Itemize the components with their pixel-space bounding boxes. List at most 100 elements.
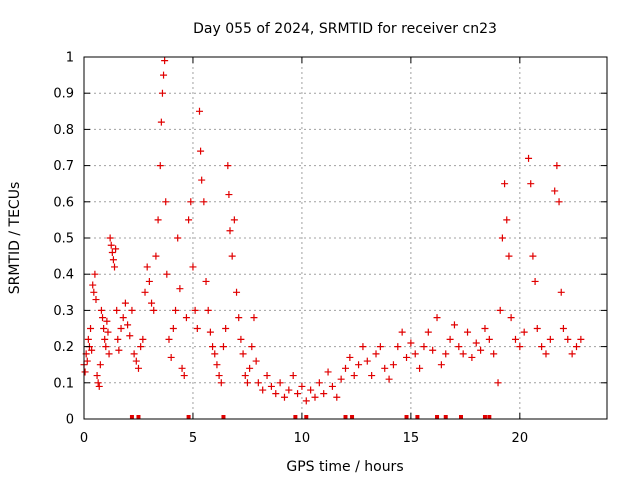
- data-point: [496, 306, 504, 314]
- data-point: [259, 386, 267, 394]
- data-point: [464, 328, 472, 336]
- data-point: [198, 176, 206, 184]
- baseline-marker: [482, 415, 487, 419]
- data-point: [468, 353, 476, 361]
- data-point: [152, 252, 160, 260]
- data-point: [161, 57, 169, 65]
- data-point: [213, 361, 221, 369]
- data-point: [553, 162, 561, 170]
- data-point: [289, 372, 297, 380]
- data-point: [225, 191, 233, 199]
- data-point: [222, 325, 230, 332]
- data-point: [507, 314, 515, 322]
- data-point: [99, 314, 107, 322]
- data-point: [355, 361, 363, 369]
- data-point: [246, 364, 254, 372]
- baseline-marker: [221, 415, 226, 419]
- data-point: [178, 364, 186, 372]
- y-tick-label: 0.7: [53, 159, 74, 174]
- data-point: [176, 285, 184, 293]
- data-point: [94, 379, 102, 387]
- data-point: [346, 353, 354, 361]
- data-point: [233, 288, 241, 296]
- data-point: [411, 350, 419, 358]
- data-point: [394, 343, 402, 351]
- data-point: [134, 364, 142, 372]
- data-point: [148, 299, 156, 307]
- y-axis-label: SRMTID / TECUs: [7, 182, 23, 295]
- data-point: [250, 314, 258, 322]
- y-tick-label: 0.3: [53, 304, 74, 319]
- data-point: [162, 198, 170, 206]
- data-point: [109, 256, 117, 264]
- data-point: [381, 364, 389, 372]
- data-point: [294, 390, 302, 398]
- data-point: [92, 296, 100, 304]
- data-point: [235, 314, 243, 322]
- data-point: [139, 335, 147, 343]
- data-point: [189, 263, 197, 271]
- data-point: [280, 393, 288, 401]
- data-point: [511, 335, 519, 343]
- data-point: [490, 350, 498, 358]
- grid-lines: [84, 57, 607, 419]
- data-point: [359, 343, 367, 351]
- data-point: [107, 241, 115, 249]
- baseline-marker: [458, 415, 463, 419]
- y-tick-label: 0.2: [53, 340, 74, 355]
- data-point: [525, 154, 533, 162]
- y-tick-label: 0.9: [53, 87, 74, 102]
- data-point: [217, 379, 225, 387]
- data-point: [241, 372, 249, 380]
- data-point: [459, 350, 467, 358]
- data-point: [307, 386, 315, 394]
- baseline-marker: [443, 415, 448, 419]
- data-point: [101, 335, 109, 343]
- data-point: [501, 180, 509, 188]
- data-point: [102, 343, 110, 351]
- data-point: [328, 382, 336, 390]
- data-point: [559, 325, 567, 332]
- data-point: [498, 234, 506, 242]
- data-point: [219, 343, 227, 351]
- x-tick-label: 20: [512, 431, 529, 446]
- data-point: [156, 162, 164, 170]
- data-point: [252, 357, 260, 365]
- data-point: [368, 372, 376, 380]
- chart-title: Day 055 of 2024, SRMTID for receiver cn2…: [193, 21, 497, 37]
- data-point: [433, 314, 441, 322]
- data-point: [172, 306, 180, 314]
- data-point: [516, 343, 524, 351]
- data-point: [88, 346, 96, 354]
- data-point: [298, 382, 306, 390]
- data-point: [145, 277, 153, 285]
- data-point: [243, 379, 251, 387]
- baseline-marker: [343, 415, 348, 419]
- x-tick-label: 15: [403, 431, 420, 446]
- data-point: [90, 288, 98, 296]
- data-point: [105, 350, 113, 358]
- data-point: [106, 234, 114, 242]
- baseline-marker: [350, 415, 355, 419]
- data-point: [520, 328, 528, 336]
- data-point: [211, 350, 219, 358]
- data-point: [100, 325, 108, 332]
- data-point: [557, 288, 565, 296]
- data-point: [113, 306, 121, 314]
- data-point: [237, 335, 245, 343]
- data-point: [568, 350, 576, 358]
- data-point: [538, 343, 546, 351]
- y-tick-label: 0.8: [53, 123, 74, 138]
- data-point: [119, 314, 127, 322]
- data-point: [503, 216, 511, 224]
- data-point: [481, 325, 489, 332]
- data-point: [529, 252, 537, 260]
- data-point: [187, 198, 195, 206]
- data-point: [302, 397, 310, 405]
- data-point: [442, 350, 450, 358]
- y-tick-label: 0.1: [53, 376, 74, 391]
- data-point: [527, 180, 535, 188]
- data-point: [333, 393, 341, 401]
- data-point: [542, 350, 550, 358]
- data-point: [95, 382, 103, 390]
